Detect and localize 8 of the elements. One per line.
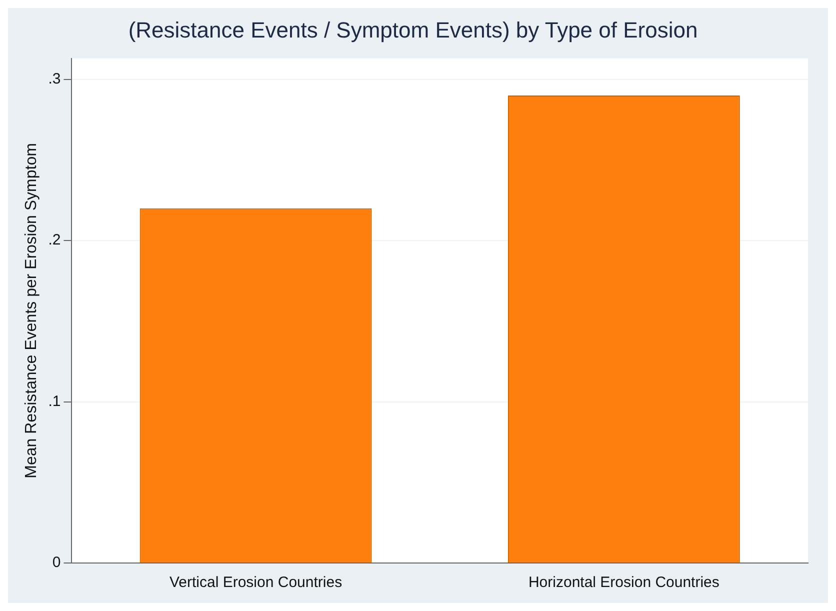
y-axis-title: Mean Resistance Events per Erosion Symptom: [23, 143, 40, 478]
y-tick-label: .2: [48, 232, 61, 249]
y-tick-label: .3: [48, 70, 61, 88]
chart-title: (Resistance Events / Symptom Events) by Type of Erosion: [128, 17, 698, 42]
y-tick-label: 0: [52, 554, 61, 572]
x-tick-label: Horizontal Erosion Countries: [528, 574, 720, 592]
x-tick-label: Vertical Erosion Countries: [169, 574, 342, 592]
y-tick-label: .1: [48, 392, 61, 410]
